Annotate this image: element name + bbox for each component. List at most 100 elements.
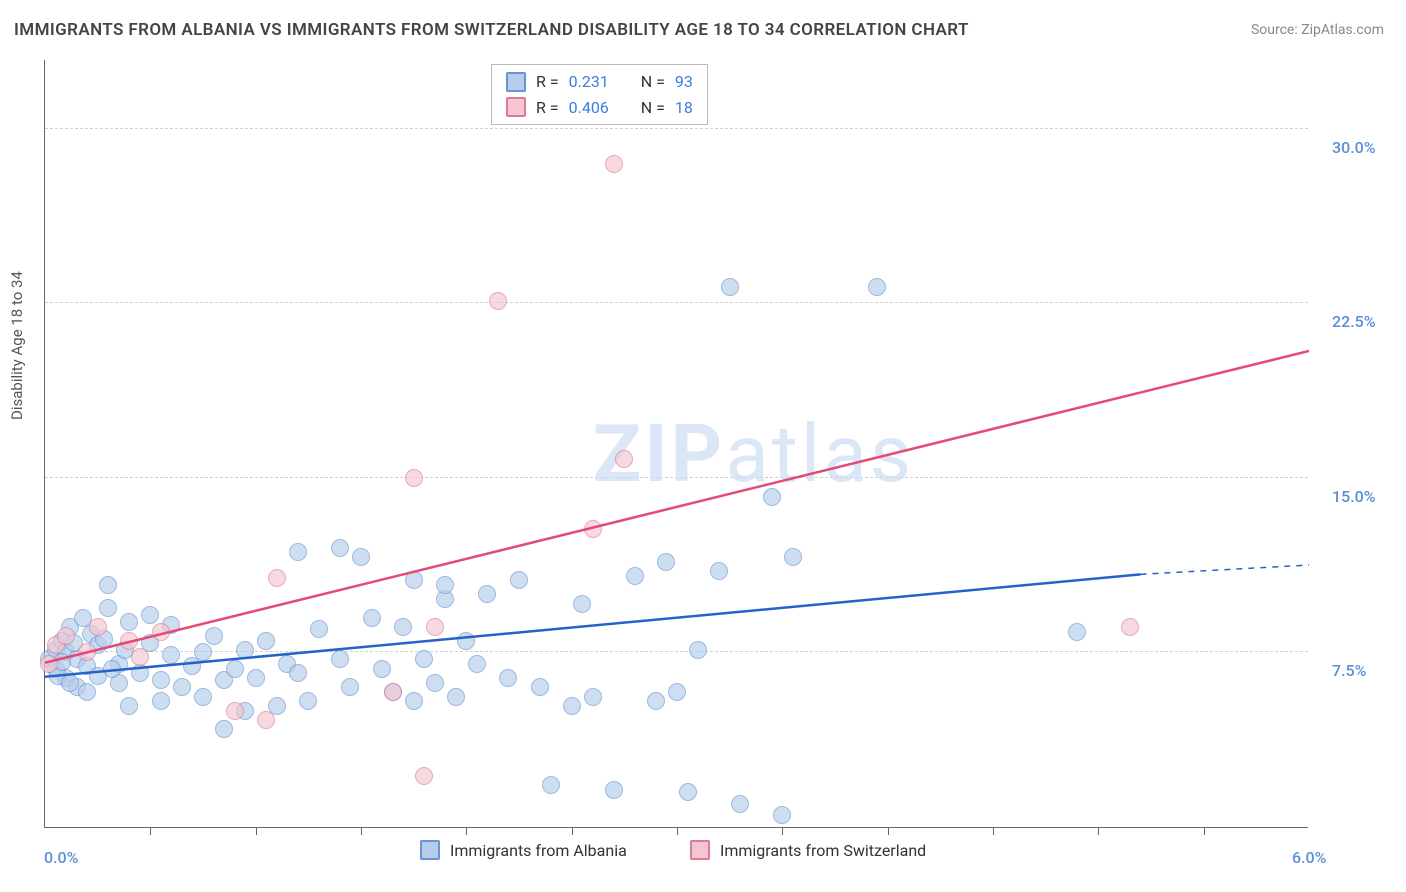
data-point	[615, 450, 633, 468]
data-point	[478, 585, 496, 603]
data-point	[584, 688, 602, 706]
data-point	[731, 795, 749, 813]
data-point	[331, 539, 349, 557]
x-tick-mark	[782, 827, 783, 835]
data-point	[341, 678, 359, 696]
legend-label: Immigrants from Switzerland	[720, 841, 926, 860]
data-point	[457, 632, 475, 650]
gridline	[45, 128, 1308, 129]
plot-area: ZIPatlas R = 0.231 N = 93R = 0.406 N = 18	[44, 60, 1308, 828]
data-point	[89, 618, 107, 636]
x-tick-mark	[466, 827, 467, 835]
data-point	[257, 711, 275, 729]
data-point	[141, 606, 159, 624]
data-point	[510, 571, 528, 589]
x-tick-mark	[677, 827, 678, 835]
data-point	[531, 678, 549, 696]
data-point	[194, 688, 212, 706]
data-point	[162, 646, 180, 664]
data-point	[426, 674, 444, 692]
data-point	[415, 767, 433, 785]
data-point	[489, 292, 507, 310]
r-label: R =	[536, 95, 559, 121]
legend-series: Immigrants from Switzerland	[690, 840, 926, 860]
x-tick-mark	[888, 827, 889, 835]
data-point	[647, 692, 665, 710]
data-point	[152, 692, 170, 710]
data-point	[226, 702, 244, 720]
data-point	[78, 683, 96, 701]
data-point	[152, 671, 170, 689]
data-point	[226, 660, 244, 678]
watermark: ZIPatlas	[593, 407, 914, 501]
data-point	[405, 469, 423, 487]
data-point	[215, 720, 233, 738]
data-point	[773, 806, 791, 824]
data-point	[268, 569, 286, 587]
legend-swatch	[690, 840, 710, 860]
y-tick-label: 30.0%	[1332, 138, 1376, 157]
legend-row: R = 0.231 N = 93	[506, 69, 693, 95]
data-point	[173, 678, 191, 696]
data-point	[194, 643, 212, 661]
x-tick-left: 0.0%	[44, 848, 78, 867]
data-point	[299, 692, 317, 710]
legend-series: Immigrants from Albania	[420, 840, 627, 860]
data-point	[721, 278, 739, 296]
x-tick-mark	[150, 827, 151, 835]
legend-label: Immigrants from Albania	[450, 841, 627, 860]
data-point	[1068, 623, 1086, 641]
gridline	[45, 477, 1308, 478]
y-tick-label: 22.5%	[1332, 312, 1376, 331]
data-point	[384, 683, 402, 701]
data-point	[61, 674, 79, 692]
data-point	[236, 641, 254, 659]
data-point	[152, 623, 170, 641]
data-point	[415, 650, 433, 668]
data-point	[563, 697, 581, 715]
x-tick-mark	[993, 827, 994, 835]
data-point	[103, 660, 121, 678]
data-point	[120, 632, 138, 650]
data-point	[405, 571, 423, 589]
legend-correlation: R = 0.231 N = 93R = 0.406 N = 18	[491, 64, 708, 125]
data-point	[468, 655, 486, 673]
data-point	[763, 488, 781, 506]
legend-swatch	[420, 840, 440, 860]
data-point	[405, 692, 423, 710]
data-point	[331, 650, 349, 668]
n-value: 93	[675, 69, 693, 95]
data-point	[352, 548, 370, 566]
gridline	[45, 302, 1308, 303]
data-point	[289, 664, 307, 682]
data-point	[205, 627, 223, 645]
source-label: Source: ZipAtlas.com	[1251, 22, 1384, 38]
data-point	[499, 669, 517, 687]
x-tick-mark	[361, 827, 362, 835]
data-point	[1121, 618, 1139, 636]
data-point	[657, 553, 675, 571]
x-tick-mark	[1204, 827, 1205, 835]
data-point	[131, 648, 149, 666]
legend-swatch	[506, 72, 526, 92]
data-point	[784, 548, 802, 566]
x-tick-right: 6.0%	[1292, 848, 1326, 867]
r-label: R =	[536, 69, 559, 95]
data-point	[626, 567, 644, 585]
data-point	[373, 660, 391, 678]
x-tick-mark	[572, 827, 573, 835]
legend-row: R = 0.406 N = 18	[506, 95, 693, 121]
data-point	[40, 655, 58, 673]
data-point	[436, 576, 454, 594]
data-point	[868, 278, 886, 296]
data-point	[120, 613, 138, 631]
data-point	[689, 641, 707, 659]
y-tick-label: 7.5%	[1332, 661, 1366, 680]
n-label: N =	[641, 95, 665, 121]
n-value: 18	[675, 95, 693, 121]
data-point	[363, 609, 381, 627]
data-point	[668, 683, 686, 701]
data-point	[605, 155, 623, 173]
data-point	[131, 664, 149, 682]
y-tick-label: 15.0%	[1332, 487, 1376, 506]
